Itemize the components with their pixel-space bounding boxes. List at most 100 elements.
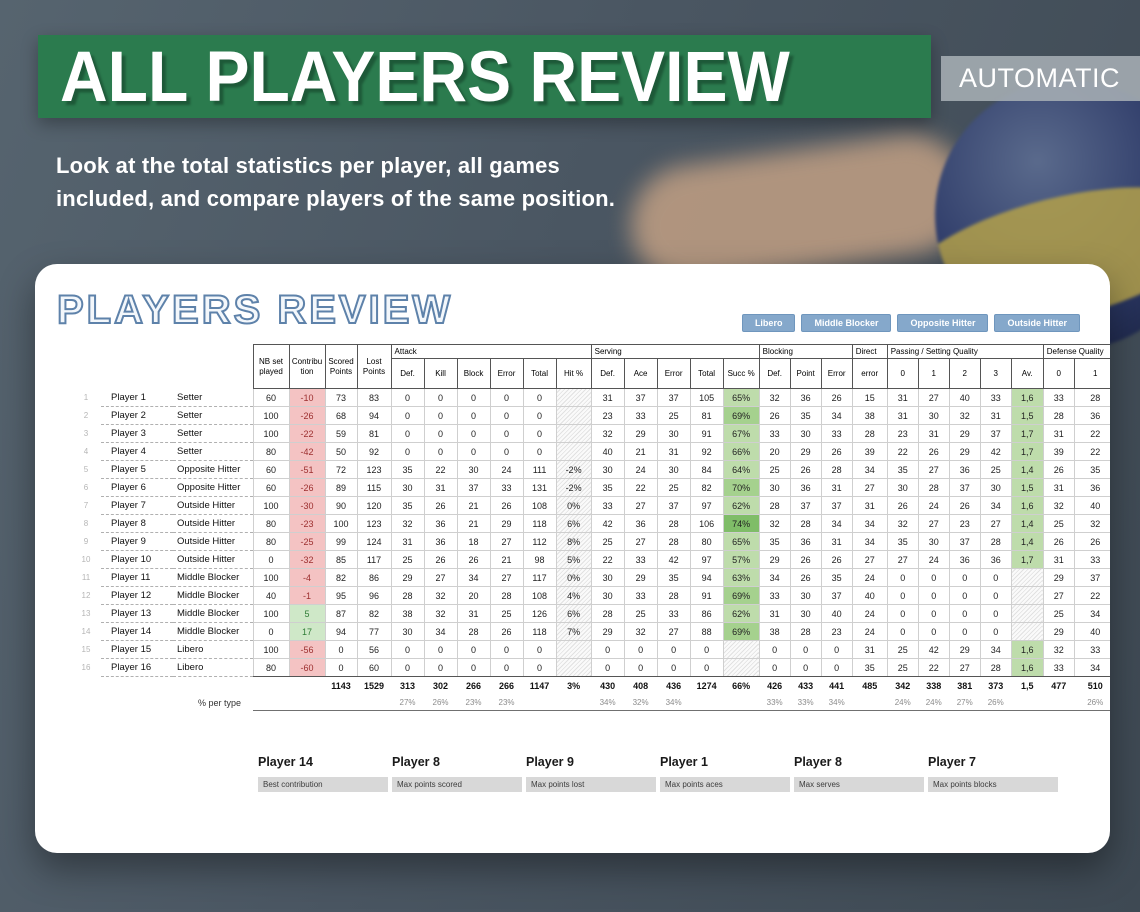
stat-cell: 25 xyxy=(1042,514,1075,533)
stat-cell: 123 xyxy=(356,514,392,533)
stat-cell: 0% xyxy=(555,496,592,515)
player-position: Outside Hitter xyxy=(173,514,254,533)
row-number: 6 xyxy=(83,483,89,492)
stat-cell: 28 xyxy=(656,532,691,551)
stat-cell: 99 xyxy=(324,532,358,551)
stat-cell: 30 xyxy=(656,460,691,479)
highlight-card: Player 7 Max points blocks xyxy=(928,755,1058,792)
stats-table: NB set played Contribu tion Scored Points Lost… xyxy=(71,344,1110,711)
stat-cell: 64% xyxy=(722,460,760,479)
total-cell: 313 xyxy=(400,680,416,691)
stat-cell: 26 xyxy=(820,388,853,407)
stat-cell: 0 xyxy=(886,622,919,641)
stat-cell: 22 xyxy=(886,442,919,461)
stat-cell: 25 xyxy=(886,658,919,677)
player-row: 6 Player 6 Opposite Hitter 60 -26 89 115 30 31 37… xyxy=(71,478,1110,497)
stat-cell: 37 xyxy=(948,532,981,551)
highlight-card: Player 9 Max points lost xyxy=(526,755,656,792)
column-header: Total xyxy=(522,358,557,389)
pct-cell xyxy=(1011,694,1044,711)
total-cell: 510 xyxy=(1087,680,1103,691)
stat-cell: 91 xyxy=(689,586,724,605)
stat-cell: 123 xyxy=(356,460,392,479)
group-header: Defense Quality xyxy=(1042,344,1110,359)
stat-cell: 33 xyxy=(590,496,625,515)
stat-cell: 100 xyxy=(252,568,290,587)
title-banner: ALL PLAYERS REVIEW xyxy=(38,35,931,118)
stat-cell: 30 xyxy=(886,478,919,497)
stat-cell: 112 xyxy=(522,532,557,551)
subtitle-line-2: included, and compare players of the sam… xyxy=(56,186,616,211)
stat-cell: 80 xyxy=(252,658,290,677)
pct-cell xyxy=(690,694,724,711)
stat-cell: 37 xyxy=(820,496,853,515)
stat-cell: 32 xyxy=(758,514,791,533)
pct-cell: 23% xyxy=(457,694,491,711)
stat-cell: 27 xyxy=(851,478,888,497)
stat-cell: 21 xyxy=(489,550,524,569)
contribution-cell: -26 xyxy=(288,406,326,425)
stat-cell: 0 xyxy=(758,640,791,659)
stat-cell: 37 xyxy=(656,388,691,407)
stat-cell: 0 xyxy=(979,622,1012,641)
stat-cell: 38 xyxy=(390,604,425,623)
column-header: Av. xyxy=(1010,358,1044,389)
stat-cell: 25 xyxy=(390,550,425,569)
stat-cell: 20 xyxy=(456,586,491,605)
stat-cell xyxy=(357,694,392,711)
stat-cell: 35 xyxy=(886,532,919,551)
stat-cell: 33 xyxy=(489,478,524,497)
player-row: 11 Player 11 Middle Blocker 100 -4 82 86 29 27 34… xyxy=(71,568,1110,587)
total-cell: 408 xyxy=(633,680,649,691)
stat-cell: 37 xyxy=(623,388,658,407)
pct-cell: 34% xyxy=(591,694,625,711)
stat-cell: 0 xyxy=(522,406,557,425)
stat-cell: 28 xyxy=(456,622,491,641)
highlight-label: Max points aces xyxy=(660,777,790,792)
row-number: 12 xyxy=(81,591,91,600)
pct-cell: 26% xyxy=(424,694,458,711)
stat-cell: 26 xyxy=(489,622,524,641)
player-name: Player 10 xyxy=(101,550,173,569)
player-position: Middle Blocker xyxy=(173,622,254,641)
stat-cell: 31 xyxy=(979,406,1012,425)
stat-cell: 33 xyxy=(1073,640,1110,659)
stat-cell: 30 xyxy=(789,424,822,443)
stat-cell: 33 xyxy=(656,604,691,623)
filter-button-libero[interactable]: Libero xyxy=(741,314,796,332)
pct-row: % per type 27% 26% 23% 23% 34% 32% 34% 33% 33% 34%… xyxy=(71,694,1110,711)
contribution-cell: 17 xyxy=(288,622,326,641)
filter-button-outside-hitter[interactable]: Outside Hitter xyxy=(994,314,1080,332)
column-header: Point xyxy=(789,358,822,389)
contribution-cell: -60 xyxy=(288,658,326,677)
stat-cell: 0 xyxy=(656,640,691,659)
stat-cell: 36 xyxy=(789,478,822,497)
stat-cell: 0 xyxy=(979,586,1012,605)
header-spacer xyxy=(71,344,254,389)
player-row: 2 Player 2 Setter 100 -26 68 94 0 0 0 0 0 23 33 25 81 69… xyxy=(71,406,1110,425)
total-cell: 433 xyxy=(798,680,814,691)
player-name: Player 16 xyxy=(101,658,173,677)
row-number: 1 xyxy=(83,393,89,402)
stat-cell: 0% xyxy=(555,568,592,587)
filter-button-opposite-hitter[interactable]: Opposite Hitter xyxy=(897,314,989,332)
stat-cell: 25 xyxy=(656,478,691,497)
filter-button-middle-blocker[interactable]: Middle Blocker xyxy=(801,314,892,332)
stat-cell: 28 xyxy=(758,496,791,515)
contribution-cell: -51 xyxy=(288,460,326,479)
stat-cell: 74% xyxy=(722,514,760,533)
stat-cell: 1,5 xyxy=(1010,478,1044,497)
stat-cell: 35 xyxy=(390,460,425,479)
highlight-card: Player 8 Max points scored xyxy=(392,755,522,792)
stat-cell: 92 xyxy=(689,442,724,461)
stat-cell xyxy=(555,442,592,461)
stat-cell: 22 xyxy=(1073,442,1110,461)
player-row: 5 Player 5 Opposite Hitter 60 -51 72 123 35 22 30… xyxy=(71,460,1110,479)
stat-cell: 29 xyxy=(1042,622,1075,641)
stat-cell: 56 xyxy=(356,640,392,659)
stat-cell: 0 xyxy=(423,388,458,407)
stat-cell: 28 xyxy=(656,514,691,533)
stat-cell: 27 xyxy=(851,550,888,569)
player-row: 15 Player 15 Libero 100 -56 0 56 0 0 0 0 0 0 0 0 0 0 0 0 31… xyxy=(71,640,1110,659)
stat-cell: 26 xyxy=(489,496,524,515)
